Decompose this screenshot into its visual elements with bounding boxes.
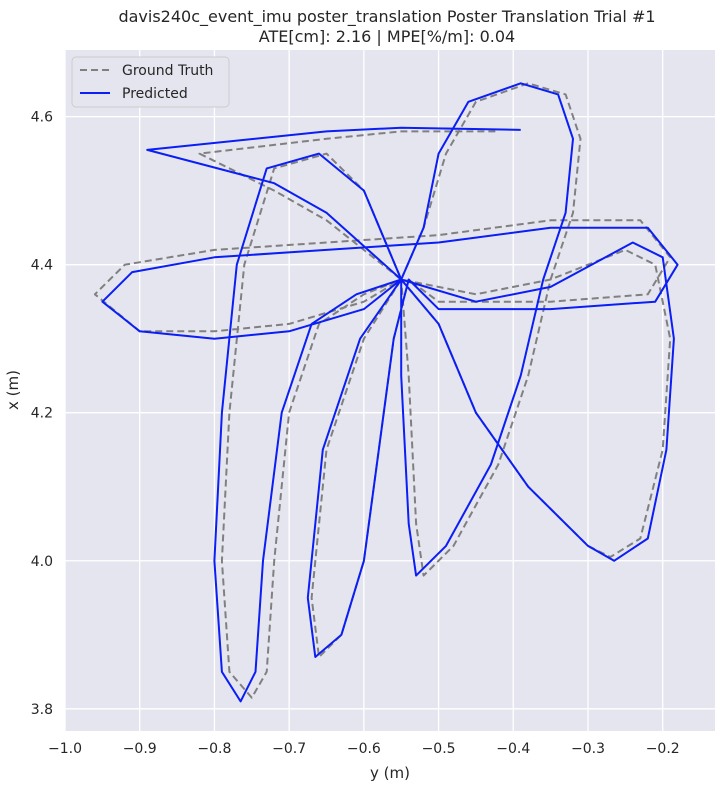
x-tick-label: −0.2 <box>646 741 680 757</box>
legend-label-ground-truth: Ground Truth <box>122 63 213 79</box>
y-tick-label: 4.0 <box>31 554 53 570</box>
plot-area <box>65 50 715 731</box>
series-line-predicted <box>101 82 679 703</box>
y-tick-label: 4.4 <box>31 258 53 274</box>
grid <box>64 50 715 731</box>
x-tick-label: −0.5 <box>422 741 456 757</box>
y-tick-labels: 3.8 4.0 4.2 4.4 4.6 <box>31 110 53 718</box>
x-tick-label: −0.8 <box>197 741 231 757</box>
x-tick-label: −0.4 <box>496 741 530 757</box>
x-tick-label: −0.9 <box>123 741 157 757</box>
y-axis-label: x (m) <box>4 370 22 410</box>
x-tick-label: −0.7 <box>272 741 306 757</box>
x-tick-label: −0.3 <box>571 741 605 757</box>
chart-title-line1: davis240c_event_imu poster_translation P… <box>118 7 655 27</box>
legend: Ground Truth Predicted <box>71 56 230 108</box>
x-tick-label: −0.6 <box>347 741 381 757</box>
legend-label-predicted: Predicted <box>122 86 188 102</box>
x-tick-label: −1.0 <box>48 741 82 757</box>
y-tick-label: 4.6 <box>31 110 53 126</box>
chart-title-line2: ATE[cm]: 2.16 | MPE[%/m]: 0.04 <box>259 27 515 46</box>
series-lines <box>93 82 679 703</box>
x-axis-label: y (m) <box>370 764 410 782</box>
y-tick-label: 3.8 <box>31 702 53 718</box>
x-tick-labels: −1.0 −0.9 −0.8 −0.7 −0.6 −0.5 −0.4 −0.3 −0.2 <box>48 741 680 757</box>
y-tick-label: 4.2 <box>31 406 53 422</box>
series-line-ground-truth <box>93 82 672 699</box>
legend-box <box>71 56 230 108</box>
